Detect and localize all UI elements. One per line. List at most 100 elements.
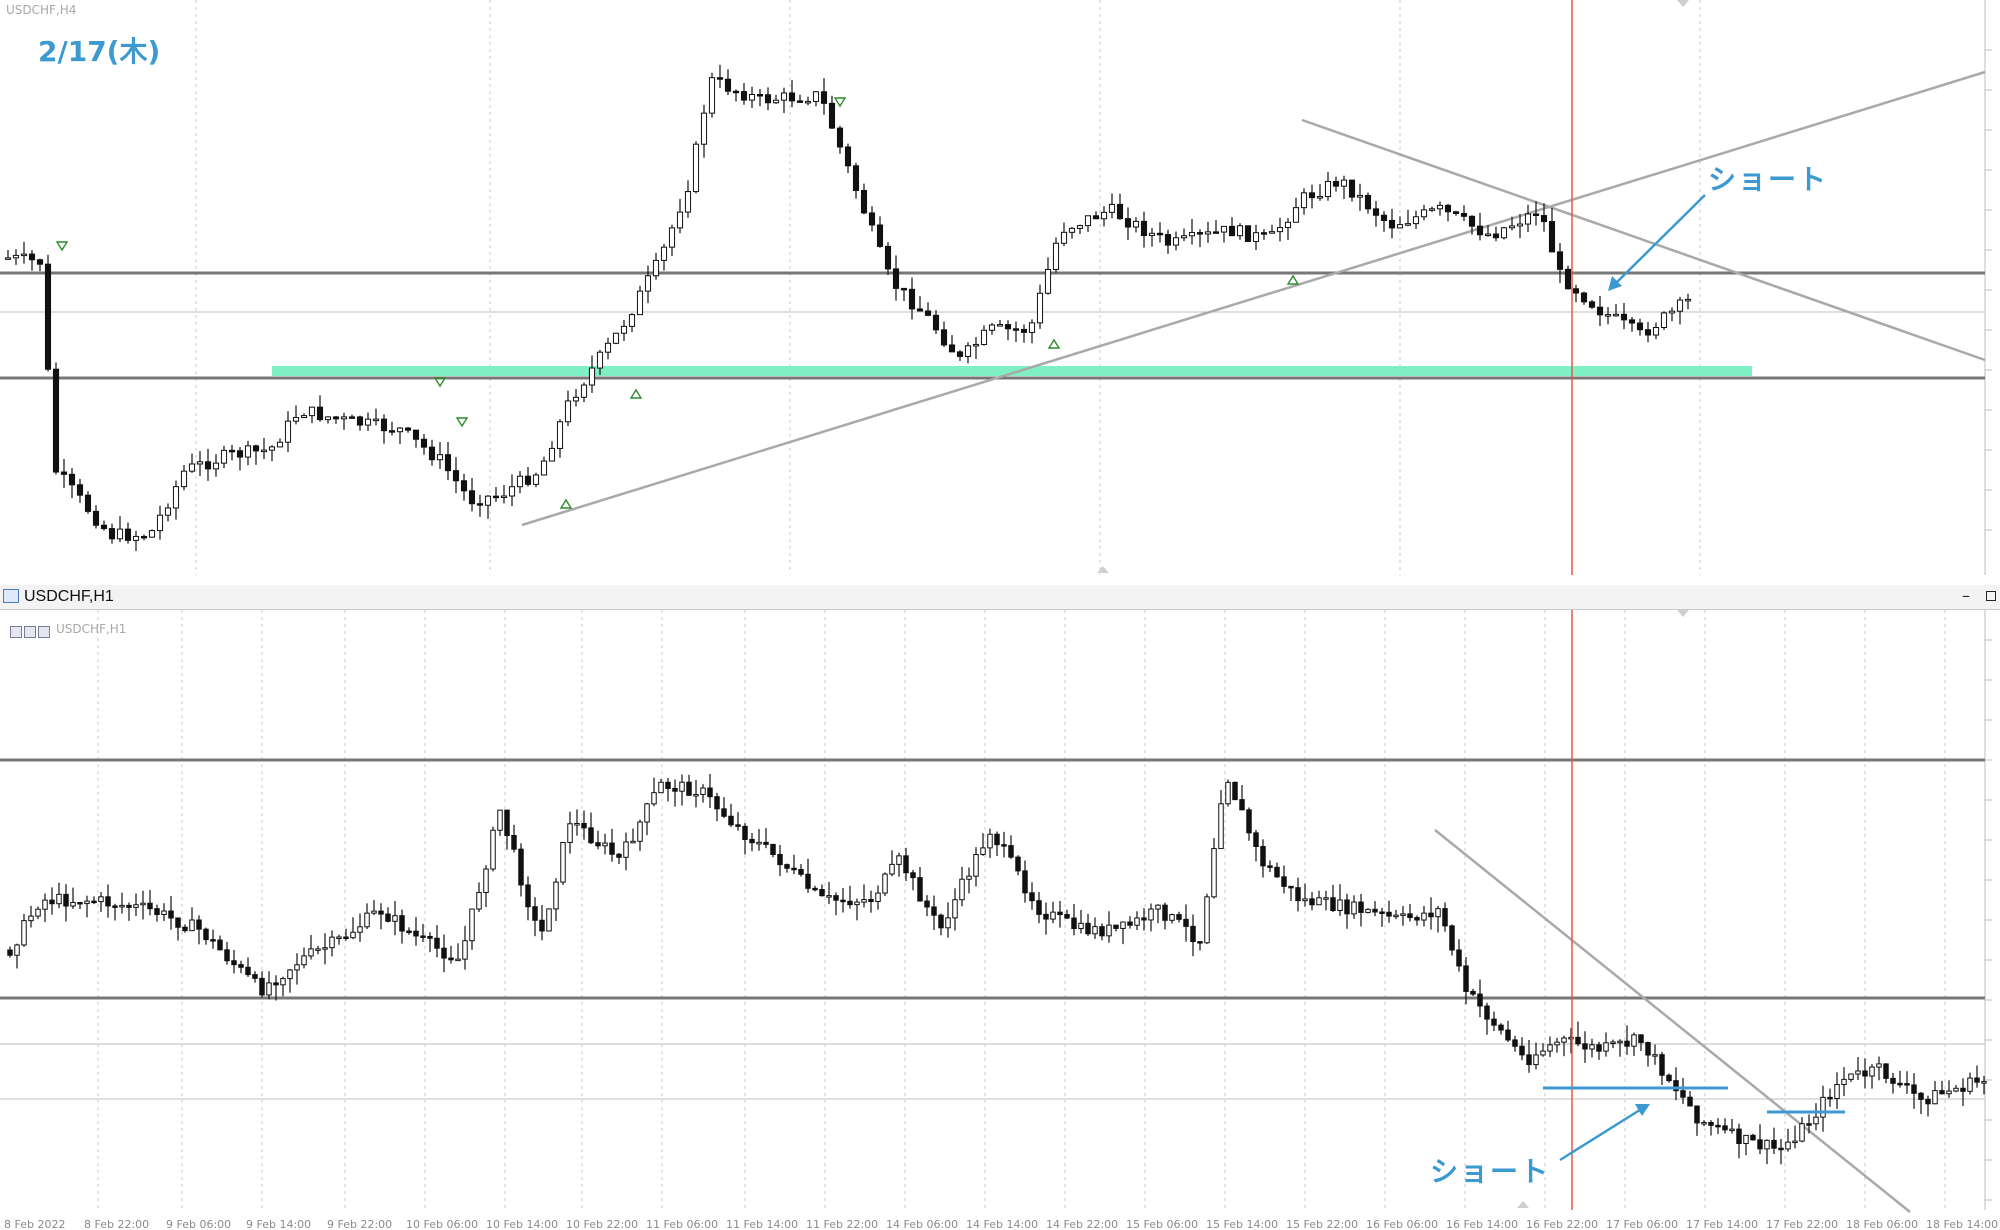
h1-x-tick-label: 11 Feb 14:00 xyxy=(726,1218,798,1230)
h4-candle-body xyxy=(1244,225,1252,242)
h1-candle-body xyxy=(1078,922,1084,930)
indicator-icon-1[interactable] xyxy=(10,626,22,638)
h1-candle-body xyxy=(196,919,202,930)
h4-candle-body xyxy=(732,90,740,94)
h4-candle-body xyxy=(1684,298,1692,302)
h4-candle-body xyxy=(764,94,772,104)
h1-candle-body xyxy=(539,919,545,932)
h1-descending-trendline xyxy=(1434,829,1911,1213)
h1-candle-body xyxy=(1463,965,1469,992)
h1-candle-body xyxy=(336,936,342,939)
h1-candle-body xyxy=(301,955,307,966)
h4-candle-body xyxy=(1540,215,1548,223)
h1-candle-body xyxy=(210,939,216,942)
h1-candle-body xyxy=(679,781,685,792)
h4-candle-body xyxy=(484,495,492,506)
h1-candle-body xyxy=(1981,1081,1987,1084)
h4-candle-body xyxy=(20,253,28,257)
h4-candle-body xyxy=(228,449,236,453)
h4-candle-body xyxy=(612,332,620,344)
h1-candle-body xyxy=(980,847,986,855)
h1-candle-body xyxy=(1862,1070,1868,1077)
h1-candle-body xyxy=(182,926,188,932)
indicator-icon-2[interactable] xyxy=(24,626,36,638)
h1-candle-body xyxy=(112,905,118,908)
h1-x-tick-label: 16 Feb 22:00 xyxy=(1526,1218,1598,1230)
h4-candle-body xyxy=(820,91,828,104)
h4-candle-body xyxy=(508,486,516,497)
h1-window-title: USDCHF,H1 xyxy=(24,588,114,605)
h1-candle-body xyxy=(770,843,776,856)
h4-candle-body xyxy=(68,473,76,486)
h1-candle-body xyxy=(854,901,860,906)
h1-candle-body xyxy=(1414,917,1420,921)
h1-candle-body xyxy=(1316,897,1322,906)
h1-candle-body xyxy=(497,809,503,831)
h1-chart-canvas: 8 Feb 2022 8 Feb 22:00 9 Feb 06:00 9 Feb 14… xyxy=(0,610,1998,1230)
h1-indicator-icons[interactable] xyxy=(10,623,52,642)
h1-candle-body xyxy=(70,901,76,907)
h1-candle-body xyxy=(308,948,314,957)
h4-candle-body xyxy=(1396,224,1404,229)
h4-candle-body xyxy=(1452,211,1460,214)
h4-candle-body xyxy=(372,418,380,422)
h4-candle-body xyxy=(740,91,748,101)
h4-candle-body xyxy=(1420,209,1428,218)
h1-candle-body xyxy=(749,838,755,844)
h4-candle-body xyxy=(828,102,836,129)
h1-candle-body xyxy=(1869,1066,1875,1077)
chart-window-icon xyxy=(3,589,19,603)
h4-trade-arrow-icon xyxy=(559,498,573,509)
h1-candle-body xyxy=(434,937,440,949)
h4-candle-body xyxy=(524,475,532,485)
h4-candle-body xyxy=(1636,322,1644,331)
h1-candle-body xyxy=(1617,1040,1623,1044)
h4-short-annotation: ショート xyxy=(1708,163,1829,196)
h4-candle-body xyxy=(1628,319,1636,324)
h1-candle-body xyxy=(1946,1090,1952,1095)
h4-candle-body xyxy=(844,146,852,167)
h1-candle-body xyxy=(224,949,230,962)
h1-candle-body xyxy=(1470,990,1476,995)
h1-chart-pane[interactable]: 8 Feb 2022 8 Feb 22:00 9 Feb 06:00 9 Feb 14… xyxy=(0,610,2000,1230)
h1-window-titlebar[interactable]: USDCHF,H1 – xyxy=(0,585,2000,610)
h1-candle-body xyxy=(168,910,174,919)
h4-candle-body xyxy=(284,420,292,443)
minimize-icon[interactable]: – xyxy=(1962,586,1970,605)
h4-candle-body xyxy=(1348,179,1356,198)
h4-candle-body xyxy=(4,257,12,260)
h4-candle-body xyxy=(1476,225,1484,236)
h1-candle-body xyxy=(1358,901,1364,913)
h1-candle-body xyxy=(1022,870,1028,894)
h4-trade-arrow-icon xyxy=(455,417,469,428)
h1-candle-body xyxy=(1911,1084,1917,1094)
h1-candle-body xyxy=(385,913,391,922)
h1-candle-body xyxy=(1302,898,1308,902)
h4-candle-body xyxy=(1444,204,1452,213)
h4-candle-body xyxy=(1196,232,1204,235)
h1-candle-body xyxy=(1379,911,1385,914)
h1-candle-body xyxy=(1435,908,1441,918)
h4-candle-body xyxy=(868,212,876,226)
h4-candle-body xyxy=(1548,221,1556,253)
h1-candle-body xyxy=(707,787,713,798)
h4-candle-body xyxy=(1404,223,1412,226)
h1-candle-body xyxy=(1799,1123,1805,1142)
h1-candle-body xyxy=(175,917,181,928)
h1-candle-body xyxy=(1449,925,1455,951)
h4-candle-body xyxy=(932,314,940,331)
maximize-icon[interactable] xyxy=(1986,591,1996,601)
h4-candle-body xyxy=(348,416,356,419)
h1-candle-body xyxy=(1099,926,1105,937)
h1-candle-body xyxy=(518,848,524,886)
h4-chart-pane[interactable]: USDCHF,H4 2/17(木) ショート xyxy=(0,0,2000,586)
h4-support-zone xyxy=(272,366,1752,376)
h1-x-tick-label: 8 Feb 22:00 xyxy=(84,1218,149,1230)
h4-candle-body xyxy=(500,495,508,499)
h1-candle-body xyxy=(1967,1077,1973,1092)
h4-candle-body xyxy=(1580,292,1588,303)
h4-candle-body xyxy=(748,93,756,101)
h1-candle-body xyxy=(1225,781,1231,805)
indicator-icon-3[interactable] xyxy=(38,626,50,638)
h1-candle-body xyxy=(1792,1140,1798,1144)
